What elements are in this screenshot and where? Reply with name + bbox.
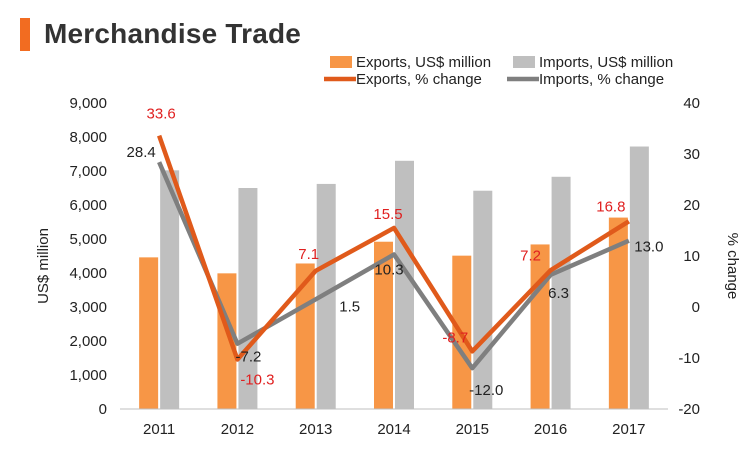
label-exports-pct: 7.1 xyxy=(298,246,319,263)
y2-tick-label: -20 xyxy=(678,401,700,418)
bar-exports-2014 xyxy=(374,241,393,409)
y-tick-label: 0 xyxy=(99,401,107,418)
y-tick-label: 5,000 xyxy=(69,231,107,248)
line-exports-pct xyxy=(157,134,631,362)
x-tick-label: 2016 xyxy=(534,421,567,438)
legend-exports-line-label: Exports, % change xyxy=(356,71,482,88)
bar-exports-2012 xyxy=(217,273,237,409)
y-axis-title: US$ million xyxy=(35,228,52,304)
x-tick-label: 2014 xyxy=(377,421,410,438)
y-tick-label: 1,000 xyxy=(69,367,107,384)
y-tick-label: 9,000 xyxy=(69,95,107,112)
y-tick-label: 4,000 xyxy=(69,265,107,282)
y2-tick-label: -10 xyxy=(678,350,700,367)
label-imports-pct: 13.0 xyxy=(634,239,663,256)
bar-imports-2011 xyxy=(160,170,180,409)
chart-title: Merchandise Trade xyxy=(44,18,302,49)
legend-imports-bar-swatch xyxy=(513,56,535,68)
lines-group xyxy=(157,134,631,371)
bar-exports-2016 xyxy=(530,244,550,409)
label-exports-pct: 7.2 xyxy=(520,247,541,264)
label-exports-pct: 33.6 xyxy=(147,106,176,123)
y-tick-label: 6,000 xyxy=(69,197,107,214)
bar-exports-2017 xyxy=(608,217,628,409)
label-exports-pct: 15.5 xyxy=(373,206,402,223)
legend-imports-line-label: Imports, % change xyxy=(539,71,664,88)
bar-exports-2013 xyxy=(295,263,315,409)
x-tick-label: 2011 xyxy=(143,421,175,438)
bars-group xyxy=(139,146,649,409)
y2-tick-label: 10 xyxy=(683,248,700,265)
bar-imports-2014 xyxy=(395,160,414,409)
y-tick-label: 2,000 xyxy=(69,333,107,350)
label-imports-pct: -12.0 xyxy=(469,382,503,399)
y-tick-label: 8,000 xyxy=(69,129,107,146)
y2-tick-label: 30 xyxy=(683,146,700,163)
label-imports-pct: 10.3 xyxy=(374,261,403,278)
y2-tick-label: 20 xyxy=(683,197,700,214)
legend-exports-bar-swatch xyxy=(330,56,352,68)
data-labels-group: 33.6 -10.3 7.1 15.5 -8.7 7.2 16.8 28.4 -7.2 1.5 10… xyxy=(127,106,664,400)
label-imports-pct: 1.5 xyxy=(339,298,360,315)
y2-tick-label: 40 xyxy=(683,95,700,112)
label-imports-pct: -7.2 xyxy=(235,349,261,366)
label-imports-pct: 6.3 xyxy=(548,285,569,302)
label-exports-pct: -10.3 xyxy=(240,372,274,389)
line-imports-pct xyxy=(157,161,630,371)
label-exports-pct: -8.7 xyxy=(442,329,468,346)
y-tick-label: 7,000 xyxy=(69,163,107,180)
bar-imports-2013 xyxy=(316,183,336,409)
label-exports-pct: 16.8 xyxy=(596,198,625,215)
bar-imports-2017 xyxy=(629,146,649,409)
bar-imports-2015 xyxy=(473,190,493,409)
axes-group: 2011 2012 2013 2014 2015 2016 2017 0 1,000 2,000 3… xyxy=(35,95,741,438)
x-tick-label: 2013 xyxy=(299,421,332,438)
y-tick-label: 3,000 xyxy=(69,299,107,316)
legend-exports-bar-label: Exports, US$ million xyxy=(356,54,491,71)
legend-imports-bar-label: Imports, US$ million xyxy=(539,54,673,71)
x-tick-label: 2015 xyxy=(456,421,489,438)
bar-imports-2016 xyxy=(551,176,571,409)
y2-axis-title: % change xyxy=(724,233,741,300)
x-tick-label: 2017 xyxy=(612,421,645,438)
label-imports-pct: 28.4 xyxy=(127,144,156,161)
x-tick-label: 2012 xyxy=(221,421,254,438)
bar-exports-2011 xyxy=(139,257,159,409)
legend: Exports, US$ million Imports, US$ million… xyxy=(324,54,673,88)
y2-tick-label: 0 xyxy=(692,299,700,316)
title-accent-bar xyxy=(20,18,30,51)
